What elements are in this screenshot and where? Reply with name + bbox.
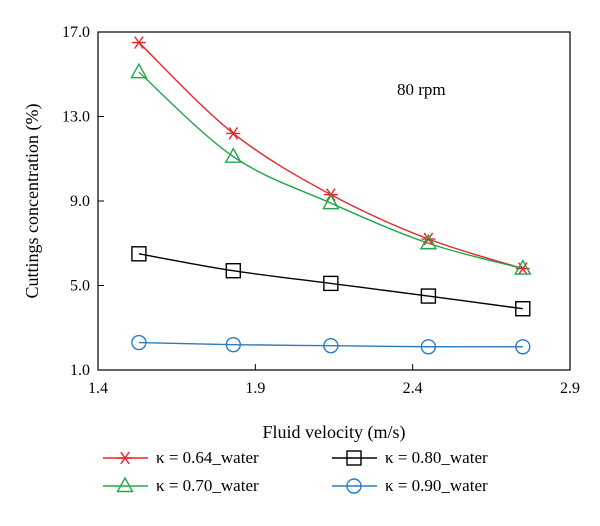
data-point-star bbox=[226, 127, 241, 140]
series-line-3 bbox=[138, 341, 523, 348]
data-point-triangle bbox=[224, 147, 242, 163]
data-point-triangle bbox=[322, 193, 340, 210]
legend-label: κ = 0.80_water bbox=[385, 448, 488, 467]
series-markers bbox=[130, 36, 532, 355]
series-lines bbox=[138, 42, 524, 348]
legend-label: κ = 0.64_water bbox=[156, 448, 259, 467]
data-point-circle bbox=[131, 334, 147, 351]
x-tick-label: 2.4 bbox=[403, 380, 423, 397]
legend-label: κ = 0.70_water bbox=[156, 476, 259, 495]
annotation-rpm: 80 rpm bbox=[397, 80, 446, 99]
y-axis-title: Cuttings concentration (%) bbox=[22, 104, 43, 299]
y-tick-label: 1.0 bbox=[70, 362, 90, 379]
data-point-circle bbox=[225, 336, 242, 353]
y-tick-label: 9.0 bbox=[70, 193, 90, 210]
data-point-circle bbox=[420, 339, 437, 355]
series-line-1 bbox=[138, 71, 523, 270]
data-point-star bbox=[421, 232, 436, 246]
data-point-triangle bbox=[514, 259, 532, 275]
data-point-circle bbox=[323, 338, 339, 354]
data-point-triangle bbox=[130, 62, 148, 79]
data-point-triangle bbox=[419, 233, 438, 250]
x-axis-title: Fluid velocity (m/s) bbox=[263, 422, 406, 443]
legend-label: κ = 0.90_water bbox=[385, 476, 488, 495]
y-tick-label: 17.0 bbox=[62, 24, 90, 41]
x-tick-label: 1.4 bbox=[88, 380, 108, 397]
x-tick-label: 1.9 bbox=[245, 380, 265, 397]
legend-marker-star bbox=[118, 451, 132, 465]
data-point-square bbox=[420, 288, 437, 304]
legend-marker-triangle bbox=[116, 476, 134, 493]
y-tick-label: 5.0 bbox=[70, 278, 90, 295]
x-tick-label: 2.9 bbox=[560, 380, 580, 397]
axis-ticks: 1.4 1.9 2.4 2.9 1.0 5.0 9.0 13.0 17.0 bbox=[62, 24, 580, 397]
data-point-square bbox=[515, 301, 531, 317]
data-point-square bbox=[225, 263, 242, 279]
data-point-square bbox=[131, 246, 147, 262]
data-point-star bbox=[131, 36, 146, 49]
legend-marker-square bbox=[346, 450, 362, 466]
legend-marker-circle bbox=[346, 478, 362, 494]
series-line-2 bbox=[138, 253, 523, 310]
series-line-0 bbox=[138, 42, 524, 270]
legend: κ = 0.64_water κ = 0.70_water κ = 0.80_wat… bbox=[103, 448, 488, 495]
y-tick-label: 13.0 bbox=[62, 109, 90, 126]
data-point-square bbox=[323, 275, 339, 292]
data-point-circle bbox=[515, 339, 531, 355]
